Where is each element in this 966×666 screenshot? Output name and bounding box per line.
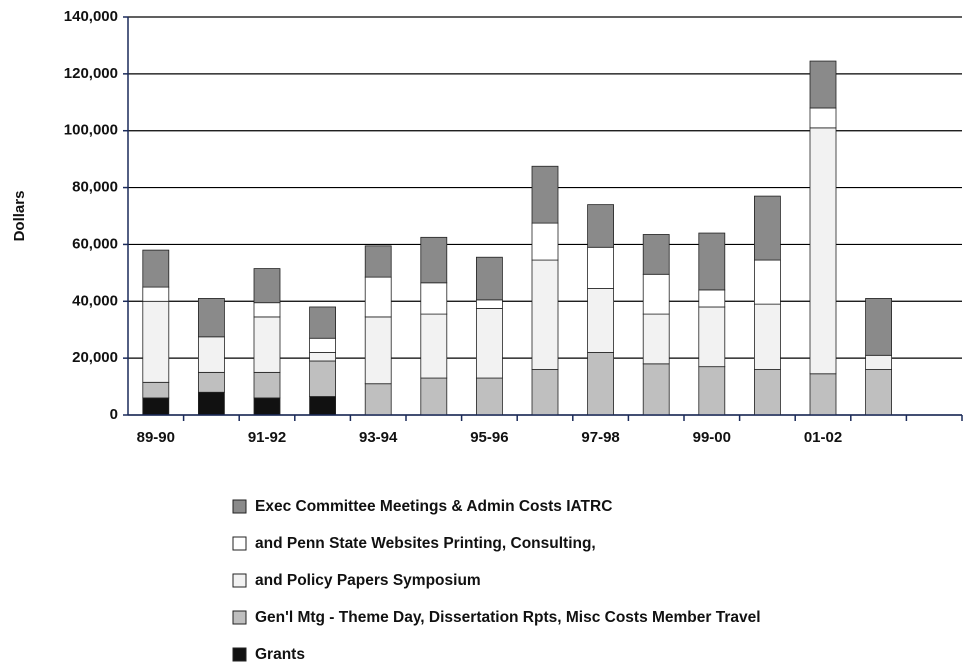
legend-swatch — [232, 499, 247, 514]
legend-swatch — [232, 647, 247, 662]
bar-segment — [698, 366, 726, 416]
bar-segment — [475, 307, 503, 379]
legend-swatch — [232, 536, 247, 551]
bar-segment — [364, 245, 392, 278]
bar-segment — [587, 352, 614, 416]
bar-segment — [364, 276, 392, 318]
bar-segment — [587, 246, 614, 289]
legend-label: Exec Committee Meetings & Admin Costs IA… — [255, 498, 612, 515]
y-tick-label: 120,000 — [64, 65, 118, 82]
bar-segment — [809, 127, 837, 375]
bar-segment — [531, 165, 559, 224]
bar-segment — [475, 377, 503, 416]
bar-segment — [309, 306, 337, 339]
x-tick-label: 97-98 — [581, 429, 619, 446]
bar-segment — [642, 363, 670, 416]
bar-segment — [309, 337, 337, 353]
bar-segment — [809, 107, 837, 129]
y-tick-label: 140,000 — [64, 8, 118, 25]
bar-segment — [809, 373, 837, 416]
y-tick-label: 80,000 — [72, 179, 118, 196]
bar-segment — [142, 249, 170, 288]
x-tick-label: 91-92 — [248, 429, 286, 446]
bar-segment — [142, 286, 170, 302]
bar-segment — [197, 371, 225, 393]
x-tick-label: 95-96 — [470, 429, 508, 446]
x-tick-label: 01-02 — [804, 429, 842, 446]
bar-segment — [475, 256, 503, 301]
bar-segment — [197, 336, 225, 373]
bar-segment — [197, 298, 225, 338]
bar-segment — [698, 289, 726, 308]
bar-segment — [587, 204, 614, 248]
bar-segment — [754, 259, 781, 305]
bar-segment — [142, 397, 170, 416]
bar-segment — [754, 195, 781, 261]
bar-segment — [865, 354, 892, 370]
bar-segment — [253, 268, 281, 304]
bar-segment — [253, 302, 281, 318]
bar-segment — [420, 236, 448, 284]
x-tick-label: 93-94 — [359, 429, 398, 446]
bar-segment — [253, 371, 281, 399]
bar-segment — [698, 306, 726, 368]
legend-swatch — [232, 573, 247, 588]
y-tick-label: 0 — [110, 406, 118, 423]
x-tick-label: 99-00 — [693, 429, 731, 446]
legend-label: Gen'l Mtg - Theme Day, Dissertation Rpts… — [255, 609, 761, 626]
bar-segment — [642, 273, 670, 315]
x-tick-label: 89-90 — [137, 429, 175, 446]
bar-segment — [642, 313, 670, 365]
bar-segment — [698, 232, 726, 291]
bar-segment — [531, 259, 559, 370]
bar-segment — [865, 298, 892, 356]
bar-segment — [587, 288, 614, 353]
bar-segment — [531, 222, 559, 261]
y-tick-label: 100,000 — [64, 122, 118, 139]
y-tick-label: 40,000 — [72, 292, 118, 309]
legend-label: and Policy Papers Symposium — [255, 572, 481, 589]
bar-segment — [865, 369, 892, 416]
bar-segment — [253, 397, 281, 416]
y-axis-label: Dollars — [11, 191, 28, 242]
y-tick-label: 20,000 — [72, 349, 118, 366]
bar-segment — [309, 352, 337, 362]
bar-segment — [754, 303, 781, 370]
bar-segment — [364, 316, 392, 385]
legend-label: and Penn State Websites Printing, Consul… — [255, 535, 596, 552]
bar-segment — [475, 299, 503, 309]
bar-segment — [142, 381, 170, 399]
bar-segment — [809, 60, 837, 109]
bar-segment — [364, 383, 392, 416]
bar-segment — [531, 369, 559, 416]
legend-swatch — [232, 610, 247, 625]
bar-segment — [253, 316, 281, 373]
y-tick-label: 60,000 — [72, 235, 118, 252]
bar-segment — [309, 396, 337, 416]
bar-segment — [197, 391, 225, 416]
legend-label: Grants — [255, 646, 305, 663]
bar-segment — [142, 300, 170, 383]
bar-segment — [642, 234, 670, 275]
bar-segment — [420, 377, 448, 416]
bar-segment — [420, 282, 448, 315]
bar-segment — [420, 313, 448, 379]
bar-segment — [754, 369, 781, 416]
bar-segment — [309, 360, 337, 397]
